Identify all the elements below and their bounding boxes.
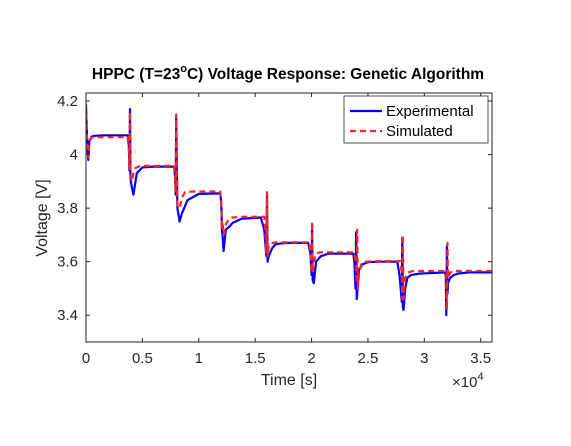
- y-tick-label: 4.2: [57, 93, 78, 110]
- series-line-experimental: [86, 106, 492, 317]
- y-tick-label: 3.4: [57, 307, 78, 324]
- series-line-simulated: [86, 103, 492, 311]
- x-axis-exponent: ×104: [452, 371, 484, 391]
- chart-title-main: HPPC (T=23: [92, 66, 181, 83]
- y-tick-label: 4: [70, 147, 78, 164]
- chart-title: HPPC (T=23oC) Voltage Response: Genetic …: [92, 63, 484, 83]
- chart-title-rest: C) Voltage Response: Genetic Algorithm: [187, 66, 484, 83]
- x-tick-label: 3: [420, 350, 428, 367]
- x-tick-label: 2: [307, 350, 315, 367]
- y-tick-label: 3.6: [57, 254, 78, 271]
- x-tick-label: 1: [195, 350, 203, 367]
- x-axis-label: Time [s]: [261, 372, 317, 389]
- x-tick-label: 2.5: [358, 350, 379, 367]
- x-tick-label: 1.5: [245, 350, 266, 367]
- x-tick-label: 0.5: [132, 350, 153, 367]
- y-axis-label: Voltage [V]: [34, 179, 51, 256]
- plot-area-frame: [85, 92, 493, 343]
- legend-box: [343, 95, 489, 144]
- legend: Experimental Simulated: [343, 95, 489, 144]
- legend-label-experimental: Experimental: [386, 103, 474, 120]
- legend-label-simulated: Simulated: [386, 123, 453, 140]
- y-tick-label: 3.8: [57, 200, 78, 217]
- x-tick-label: 3.5: [470, 350, 491, 367]
- x-exponent-power: 4: [477, 371, 483, 383]
- x-exponent-base: ×10: [452, 374, 477, 391]
- x-tick-label: 0: [82, 350, 90, 367]
- chart-title-superscript: o: [180, 63, 187, 75]
